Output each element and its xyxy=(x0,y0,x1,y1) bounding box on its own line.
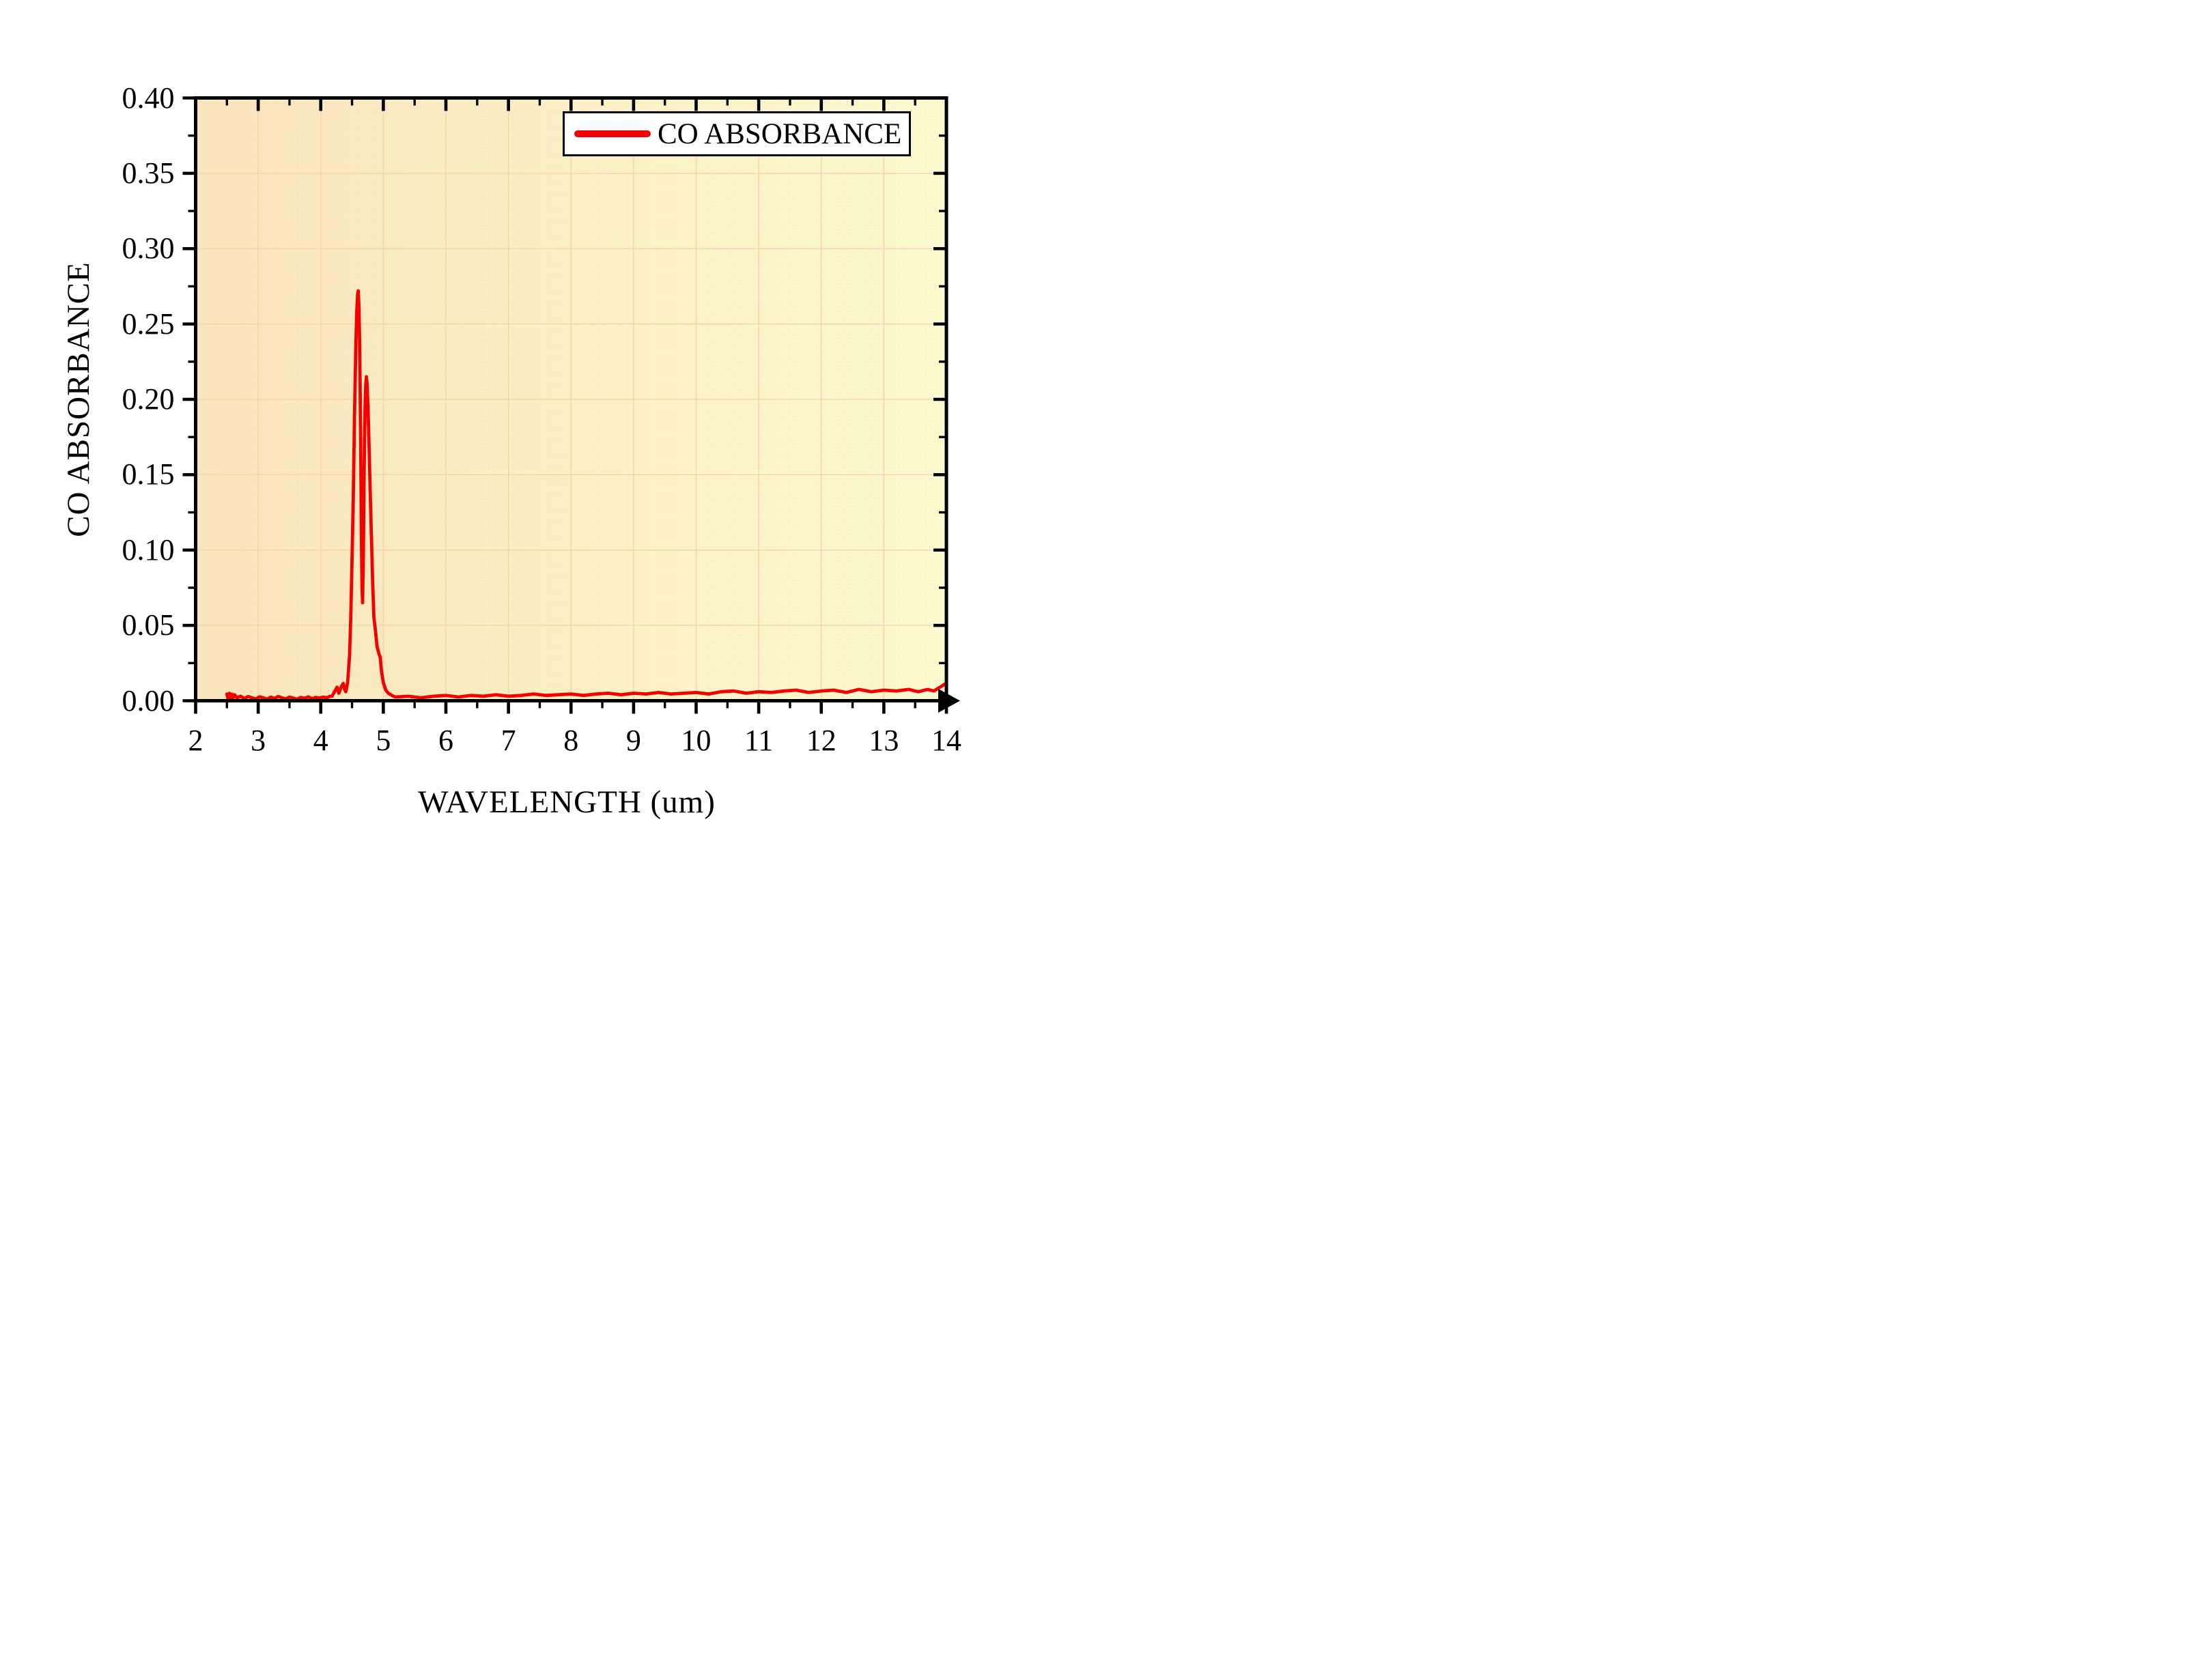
y-tick-label-0.20: 0.20 xyxy=(122,382,175,416)
x-axis-arrow xyxy=(938,689,960,713)
co-absorbance-curve xyxy=(225,289,946,701)
legend-box: CO ABSORBANCE xyxy=(563,111,911,156)
y-tick-label-0.40: 0.40 xyxy=(122,81,175,115)
x-tick-label-4: 4 xyxy=(313,723,328,757)
x-tick-label-6: 6 xyxy=(438,723,453,757)
x-tick-label-11: 11 xyxy=(744,723,774,757)
y-tick-label-0.10: 0.10 xyxy=(122,532,175,567)
x-tick-label-8: 8 xyxy=(563,723,579,757)
x-tick-label-7: 7 xyxy=(501,723,516,757)
x-axis-title: WAVELENGTH (um) xyxy=(418,784,716,820)
legend-label: CO ABSORBANCE xyxy=(658,117,902,150)
y-tick-label-0.35: 0.35 xyxy=(122,156,175,190)
legend-line-swatch xyxy=(574,130,651,137)
x-tick-label-5: 5 xyxy=(376,723,391,757)
x-tick-label-3: 3 xyxy=(251,723,266,757)
figure-canvas: CO ABSORBANCE WAVELENGTH (um) CO ABSORBA… xyxy=(0,0,1098,840)
x-tick-label-12: 12 xyxy=(806,723,836,757)
x-tick-label-14: 14 xyxy=(931,723,961,757)
y-tick-label-0.25: 0.25 xyxy=(122,307,175,341)
x-tick-label-13: 13 xyxy=(869,723,899,757)
spectrum-plot xyxy=(182,96,960,714)
x-tick-label-2: 2 xyxy=(188,723,203,757)
y-tick-label-0.00: 0.00 xyxy=(122,683,175,717)
x-tick-label-10: 10 xyxy=(681,723,712,757)
x-tick-label-9: 9 xyxy=(625,723,641,757)
y-tick-label-0.30: 0.30 xyxy=(122,231,175,266)
y-tick-label-0.15: 0.15 xyxy=(122,457,175,492)
y-tick-label-0.05: 0.05 xyxy=(122,608,175,642)
